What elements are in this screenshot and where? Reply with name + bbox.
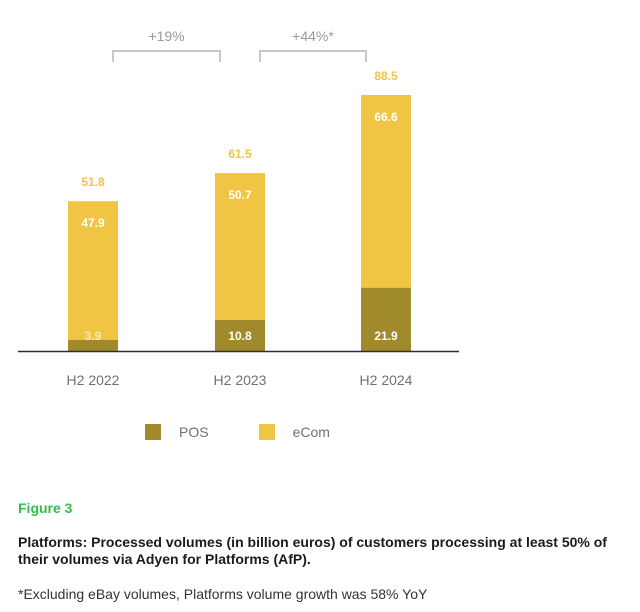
x-tick-label-1: H2 2023 [214, 372, 267, 388]
legend-item-ecom: eCom [258, 424, 330, 440]
legend-swatch-ecom [258, 424, 275, 440]
bar-pos-1 [215, 319, 265, 351]
legend-item-pos: POS [145, 424, 209, 440]
legend-label-pos: POS [179, 424, 209, 440]
data-label-pos-1: 10.8 [228, 329, 252, 343]
legend-label-ecom: eCom [292, 424, 330, 440]
data-label-total-0: 51.8 [81, 175, 105, 189]
data-label-pos-0: 3.9 [85, 329, 102, 343]
legend-swatch-pos [145, 424, 161, 440]
x-tick-label-2: H2 2024 [360, 372, 413, 388]
bar-pos-2 [361, 287, 411, 351]
data-label-pos-2: 21.9 [374, 329, 398, 343]
figure-footnote: *Excluding eBay volumes, Platforms volum… [18, 586, 428, 602]
bar-ecom-2 [361, 95, 411, 288]
growth-bracket-0 [112, 50, 221, 62]
figure-label: Figure 3 [18, 500, 73, 516]
x-tick-label-0: H2 2022 [67, 372, 120, 388]
growth-label-1: +44%* [292, 28, 334, 44]
bar-ecom-0 [68, 201, 118, 340]
bar-pos-0 [68, 339, 118, 351]
data-label-ecom-1: 50.7 [228, 188, 252, 202]
data-label-ecom-0: 47.9 [81, 216, 105, 230]
chart-legend: POS eCom [145, 424, 380, 440]
stacked-bar-chart: 47.9 3.9 51.8 H2 2022 50.7 10.8 61.5 H2 2023 66.… [18, 28, 459, 388]
data-label-ecom-2: 66.6 [374, 110, 398, 124]
growth-bracket-1 [259, 50, 367, 62]
growth-label-0: +19% [148, 28, 184, 44]
figure-title: Platforms: Processed volumes (in billion… [18, 534, 607, 567]
data-label-total-1: 61.5 [228, 147, 252, 161]
bar-ecom-1 [215, 173, 265, 320]
data-label-total-2: 88.5 [374, 69, 398, 83]
